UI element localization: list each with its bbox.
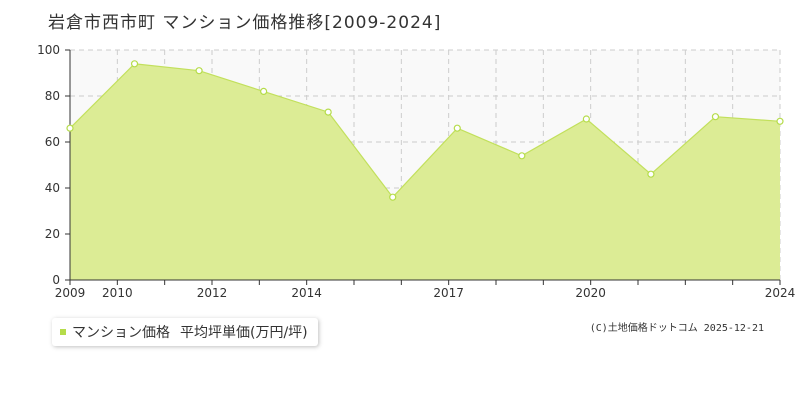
copyright: (C)土地価格ドットコム 2025-12-21 <box>589 323 764 334</box>
data-points <box>66 60 784 201</box>
x-tick-labels: 2009 2010 2012 2014 2017 2020 2024 <box>55 286 796 300</box>
x-tick-label: 2024 <box>765 286 796 300</box>
legend-marker-icon <box>60 329 66 335</box>
x-tick-label: 2020 <box>575 286 606 300</box>
data-point <box>518 152 526 160</box>
data-point <box>453 124 461 132</box>
y-tick-label: 60 <box>45 135 60 149</box>
y-tick-label: 40 <box>45 181 60 195</box>
legend: マンション価格 平均坪単価(万円/坪) <box>52 318 318 346</box>
data-point <box>776 117 784 125</box>
y-tick-label: 80 <box>45 89 60 103</box>
data-point <box>195 67 203 75</box>
x-tick-label: 2012 <box>197 286 228 300</box>
x-tick-label: 2014 <box>291 286 322 300</box>
data-point <box>130 60 139 68</box>
y-tick-label: 100 <box>37 43 60 57</box>
axes <box>65 49 781 285</box>
data-point <box>647 170 655 178</box>
data-point <box>389 193 397 201</box>
data-point <box>711 113 720 121</box>
x-tick-label: 2009 <box>55 286 86 300</box>
area-fill <box>70 63 780 280</box>
data-point <box>582 115 590 123</box>
x-tick-label: 2017 <box>433 286 464 300</box>
y-tick-label: 20 <box>45 227 60 241</box>
legend-unit-label: 平均坪単価(万円/坪) <box>180 325 308 341</box>
series-line <box>69 63 781 199</box>
y-tick-label: 0 <box>52 273 60 287</box>
y-tick-labels: 0 20 40 60 80 100 <box>37 43 60 287</box>
data-point <box>260 87 268 96</box>
legend-series-label: マンション価格 <box>72 325 170 341</box>
x-tick-label: 2010 <box>102 286 133 300</box>
data-point <box>66 124 74 132</box>
data-point <box>324 108 332 116</box>
chart-title: 岩倉市西市町 マンション価格推移[2009-2024] <box>48 13 442 33</box>
